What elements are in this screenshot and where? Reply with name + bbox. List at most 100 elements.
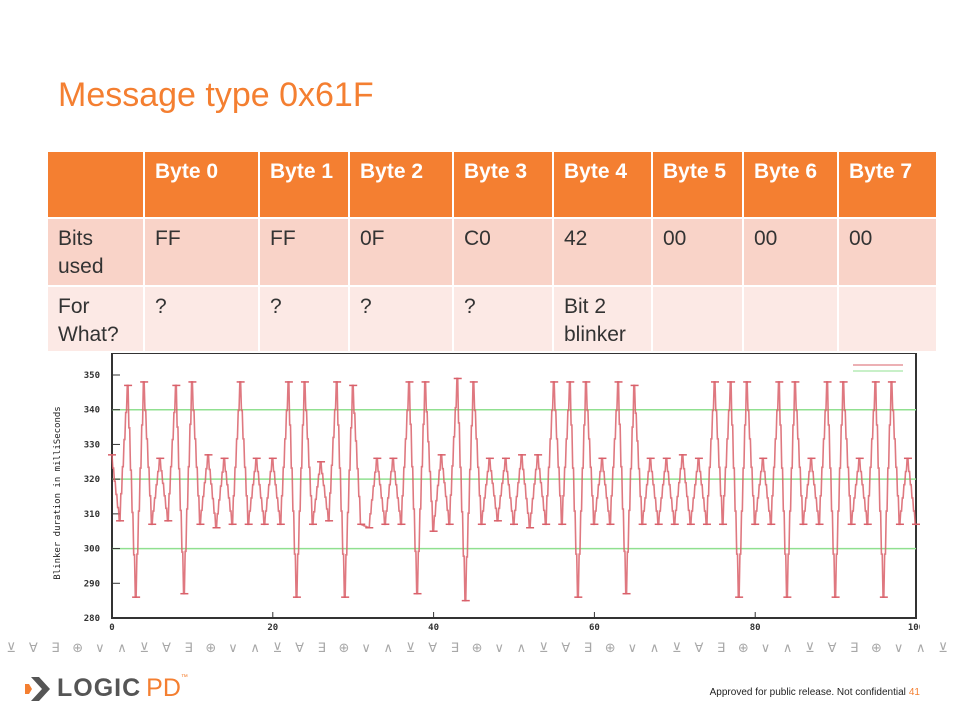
decor-symbol: ⊻ [6,641,16,656]
header-cell: Byte 1 [260,152,348,217]
y-tick-label: 320 [84,475,100,485]
decor-symbol: ⊻ [805,641,815,656]
y-tick-label: 330 [84,440,100,450]
logic-pd-logo: LOGIC PD ™ [25,674,188,703]
row-label: Bits used [48,219,143,285]
logo-trademark: ™ [180,674,188,681]
table-cell: 0F [350,219,452,285]
decor-symbol: ∧ [916,641,926,656]
y-tick-label: 300 [84,545,100,555]
table-cell: 00 [839,219,936,285]
decor-symbol: ∀ [954,641,960,656]
decor-symbol: ∨ [494,641,504,656]
y-tick-label: 350 [84,371,100,381]
table-cell: C0 [454,219,552,285]
x-tick-label: 60 [589,623,600,633]
x-tick-label: 20 [267,623,278,633]
y-tick-label: 310 [84,510,100,520]
decor-symbol: ∨ [760,641,771,656]
decor-symbol: ⊕ [737,641,749,656]
decor-symbol: ∧ [516,641,527,656]
decor-symbol: ∧ [250,641,260,656]
decor-symbol: ∧ [383,641,394,656]
decor-symbol: ∨ [893,641,904,656]
decor-symbol: ∀ [28,641,38,656]
decor-symbol: ∨ [95,641,105,656]
decor-symbol: ∀ [428,641,438,656]
decor-symbol: ⊕ [72,641,84,656]
logo-accent-text: PD [146,674,181,702]
table-cell: ? [260,287,348,351]
row-label: For What? [48,287,143,351]
table-cell [744,287,837,351]
series-line [111,377,916,602]
decor-symbol: ∨ [361,641,371,656]
table-cell [653,287,742,351]
chart-svg: Blinker duration in milliSeconds 280 290 3… [53,352,924,633]
decor-symbol: ⊻ [671,641,682,656]
decor-symbol: ⊕ [338,641,350,656]
decor-symbol: ⊻ [139,641,149,656]
decor-symbol: ∧ [649,641,660,656]
decor-symbol: ⊻ [272,641,283,656]
page-number: 41 [908,687,920,698]
plot-frame [111,352,917,619]
header-cell [48,152,143,217]
table-cell: 42 [554,219,651,285]
release-notice: Approved for public release. Not confide… [709,687,906,698]
decor-symbol: ∃ [51,641,60,656]
decor-symbol: ⊻ [405,641,416,656]
table-cell: FF [145,219,258,285]
header-cell: Byte 7 [839,152,936,217]
slide-title: Message type 0x61F [58,76,374,114]
decorative-symbol-strip: ⊻ ∀ ∃ ⊕ ∨ ∧ ⊻ ∀ ∃ ⊕ ∨ ∧ ⊻ ∀ ∃ ⊕ ∨ ∧ ⊻ ∀ ∃ ⊕ ∨ ∧ ⊻ ∀ ∃ ⊕ ∨ ∧ ⊻ ∀ ∃ ⊕ ∨ ∧ ⊻ ∀ ∃ ⊕… [0,641,960,656]
decor-symbol: ∨ [627,641,638,656]
table-cell: ? [454,287,552,351]
table-cell: 00 [744,219,837,285]
decor-symbol: ∀ [694,641,704,656]
decor-symbol: ∃ [450,641,459,656]
logo-text: LOGIC [57,674,142,702]
y-tick-label: 290 [84,579,100,589]
table-cell: 00 [653,219,742,285]
decor-symbol: ∃ [850,641,859,656]
x-tick-label: 80 [750,623,761,633]
decor-symbol: ∀ [161,641,171,656]
decor-symbol: ⊻ [938,641,948,656]
decor-symbol: ∃ [716,641,726,656]
header-cell: Byte 5 [653,152,742,217]
decor-symbol: ⊕ [870,641,882,656]
decor-symbol: ∃ [184,641,193,656]
header-cell: Byte 4 [554,152,651,217]
decor-symbol: ∀ [827,641,837,656]
table-cell: Bit 2 blinker [554,287,651,351]
header-cell: Byte 2 [350,152,452,217]
x-tick-label: 100 [908,623,920,633]
decor-symbol: ⊕ [604,641,616,656]
table-cell: ? [145,287,258,351]
table-cell [839,287,936,351]
decor-symbol: ∨ [228,641,238,656]
table-row: For What? ? ? ? ? Bit 2 blinker [48,287,936,351]
header-cell: Byte 6 [744,152,837,217]
table-cell: FF [260,219,348,285]
y-tick-label: 340 [84,406,100,416]
header-cell: Byte 3 [454,152,552,217]
header-cell: Byte 0 [145,152,258,217]
y-tick-label: 280 [84,614,100,624]
decor-symbol: ∀ [561,641,571,656]
message-table: Byte 0 Byte 1 Byte 2 Byte 3 Byte 4 Byte … [46,150,938,353]
decor-symbol: ∀ [295,641,304,656]
table-row: Bits used FF FF 0F C0 42 00 00 00 [48,219,936,285]
decor-symbol: ∧ [782,641,793,656]
x-tick-label: 40 [428,623,439,633]
decor-symbol: ∃ [583,641,593,656]
decor-symbol: ⊕ [205,641,217,656]
x-tick-label: 0 [109,623,114,633]
table-cell: ? [350,287,452,351]
footer-notice: Approved for public release. Not confide… [710,687,920,698]
table-header-row: Byte 0 Byte 1 Byte 2 Byte 3 Byte 4 Byte … [48,152,936,217]
decor-symbol: ∧ [117,641,127,656]
y-axis-label: Blinker duration in milliSeconds [53,406,63,579]
decor-symbol: ∃ [317,641,326,656]
